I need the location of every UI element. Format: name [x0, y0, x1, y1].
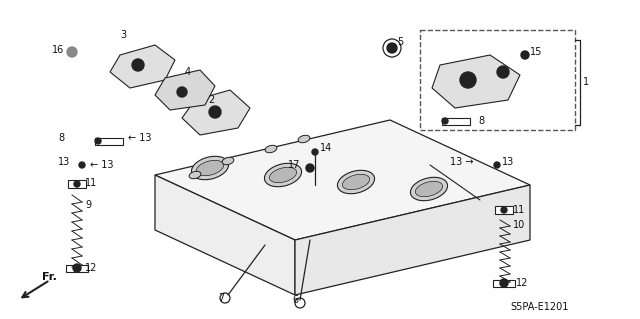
Ellipse shape [265, 145, 277, 153]
Polygon shape [295, 185, 530, 295]
Text: 2: 2 [208, 95, 214, 105]
Circle shape [460, 72, 476, 88]
Circle shape [95, 138, 101, 144]
Text: 9: 9 [85, 200, 91, 210]
Ellipse shape [298, 135, 310, 143]
Text: ← 13: ← 13 [128, 133, 152, 143]
Circle shape [383, 39, 401, 57]
Circle shape [494, 162, 500, 168]
Ellipse shape [342, 174, 370, 190]
Circle shape [209, 106, 221, 118]
Circle shape [132, 59, 144, 71]
Circle shape [220, 293, 230, 303]
Text: Fr.: Fr. [42, 272, 57, 282]
Polygon shape [155, 120, 530, 240]
Text: 13: 13 [502, 157, 515, 167]
Ellipse shape [415, 181, 443, 197]
Text: ← 13: ← 13 [90, 160, 113, 170]
Text: 4: 4 [185, 67, 191, 77]
Bar [95, 138, 123, 145]
Circle shape [500, 279, 508, 287]
Ellipse shape [269, 167, 297, 183]
Bar [442, 118, 470, 125]
Text: S5PA-E1201: S5PA-E1201 [510, 302, 568, 312]
Ellipse shape [189, 171, 201, 179]
Circle shape [387, 43, 397, 53]
Ellipse shape [410, 177, 447, 201]
Ellipse shape [337, 170, 374, 194]
Text: 3: 3 [120, 30, 126, 40]
Text: 17: 17 [288, 160, 300, 170]
Circle shape [442, 118, 448, 124]
Circle shape [73, 264, 81, 272]
Text: 11: 11 [85, 178, 97, 188]
Bar [68, 180, 86, 188]
Bar [66, 265, 88, 272]
Circle shape [521, 51, 529, 59]
Text: 10: 10 [513, 220, 525, 230]
Text: 13 →: 13 → [450, 157, 474, 167]
Polygon shape [432, 55, 520, 108]
Text: 5: 5 [397, 37, 403, 47]
Ellipse shape [196, 160, 223, 176]
Circle shape [497, 66, 509, 78]
Polygon shape [155, 70, 215, 110]
Circle shape [79, 162, 85, 168]
Circle shape [306, 164, 314, 172]
FancyBboxPatch shape [420, 30, 575, 130]
Text: 8: 8 [58, 133, 64, 143]
Circle shape [74, 181, 80, 187]
Text: 14: 14 [320, 143, 332, 153]
Circle shape [67, 47, 77, 57]
Circle shape [312, 149, 318, 155]
Text: 8: 8 [478, 116, 484, 126]
Bar [495, 206, 513, 214]
Bar [493, 280, 515, 287]
Text: 11: 11 [513, 205, 525, 215]
Ellipse shape [222, 157, 234, 165]
Text: 13: 13 [58, 157, 70, 167]
Polygon shape [110, 45, 175, 88]
Text: 6: 6 [292, 295, 298, 305]
Polygon shape [155, 175, 295, 295]
Ellipse shape [191, 156, 228, 180]
Text: 7: 7 [218, 293, 224, 303]
Text: 12: 12 [516, 278, 529, 288]
Circle shape [501, 207, 507, 213]
Polygon shape [182, 90, 250, 135]
Circle shape [177, 87, 187, 97]
Text: 15: 15 [530, 47, 542, 57]
Text: 1: 1 [583, 77, 589, 87]
Circle shape [295, 298, 305, 308]
Ellipse shape [264, 163, 301, 187]
Text: 12: 12 [85, 263, 97, 273]
Text: 16: 16 [52, 45, 64, 55]
